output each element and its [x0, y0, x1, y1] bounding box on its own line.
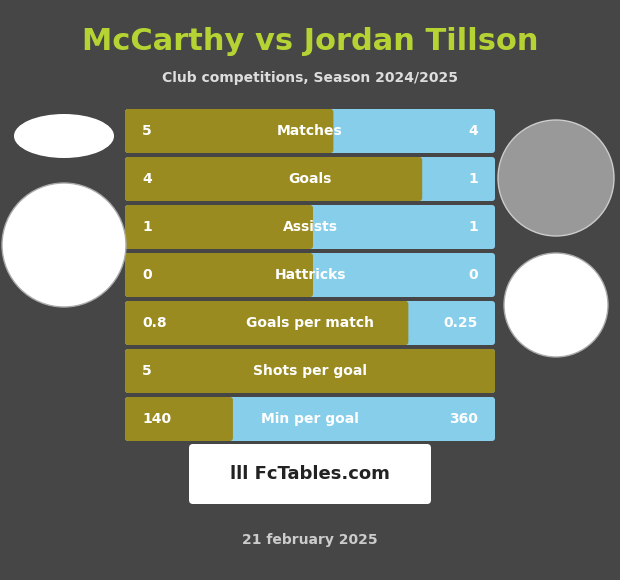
Text: 5: 5 — [142, 364, 152, 378]
Text: 140: 140 — [142, 412, 171, 426]
Text: Goals: Goals — [288, 172, 332, 186]
Circle shape — [498, 120, 614, 236]
Text: 0: 0 — [468, 268, 478, 282]
FancyBboxPatch shape — [189, 444, 431, 504]
FancyBboxPatch shape — [125, 397, 233, 441]
Circle shape — [2, 183, 126, 307]
Text: Min per goal: Min per goal — [261, 412, 359, 426]
Text: 21 february 2025: 21 february 2025 — [242, 533, 378, 547]
Text: 0.8: 0.8 — [142, 316, 167, 330]
Text: Goals per match: Goals per match — [246, 316, 374, 330]
Text: 1: 1 — [142, 220, 152, 234]
Text: 0: 0 — [142, 268, 152, 282]
Text: 1: 1 — [468, 172, 478, 186]
FancyBboxPatch shape — [125, 253, 313, 297]
Text: 360: 360 — [449, 412, 478, 426]
Ellipse shape — [14, 114, 114, 158]
FancyBboxPatch shape — [125, 157, 495, 201]
Text: McCarthy vs Jordan Tillson: McCarthy vs Jordan Tillson — [82, 27, 538, 56]
Circle shape — [504, 253, 608, 357]
FancyBboxPatch shape — [125, 349, 495, 393]
FancyBboxPatch shape — [125, 397, 495, 441]
FancyBboxPatch shape — [125, 109, 334, 153]
FancyBboxPatch shape — [125, 205, 495, 249]
Text: Assists: Assists — [283, 220, 337, 234]
FancyBboxPatch shape — [125, 349, 495, 393]
FancyBboxPatch shape — [125, 205, 313, 249]
Text: 4: 4 — [142, 172, 152, 186]
Text: 1: 1 — [468, 220, 478, 234]
FancyBboxPatch shape — [125, 301, 495, 345]
Text: Shots per goal: Shots per goal — [253, 364, 367, 378]
FancyBboxPatch shape — [125, 157, 422, 201]
FancyBboxPatch shape — [125, 109, 495, 153]
Text: 0.25: 0.25 — [444, 316, 478, 330]
Text: 4: 4 — [468, 124, 478, 138]
Text: 5: 5 — [142, 124, 152, 138]
Text: Matches: Matches — [277, 124, 343, 138]
Text: Club competitions, Season 2024/2025: Club competitions, Season 2024/2025 — [162, 71, 458, 85]
Text: lll FcTables.com: lll FcTables.com — [230, 465, 390, 483]
FancyBboxPatch shape — [125, 253, 495, 297]
FancyBboxPatch shape — [125, 301, 409, 345]
Text: Hattricks: Hattricks — [274, 268, 346, 282]
